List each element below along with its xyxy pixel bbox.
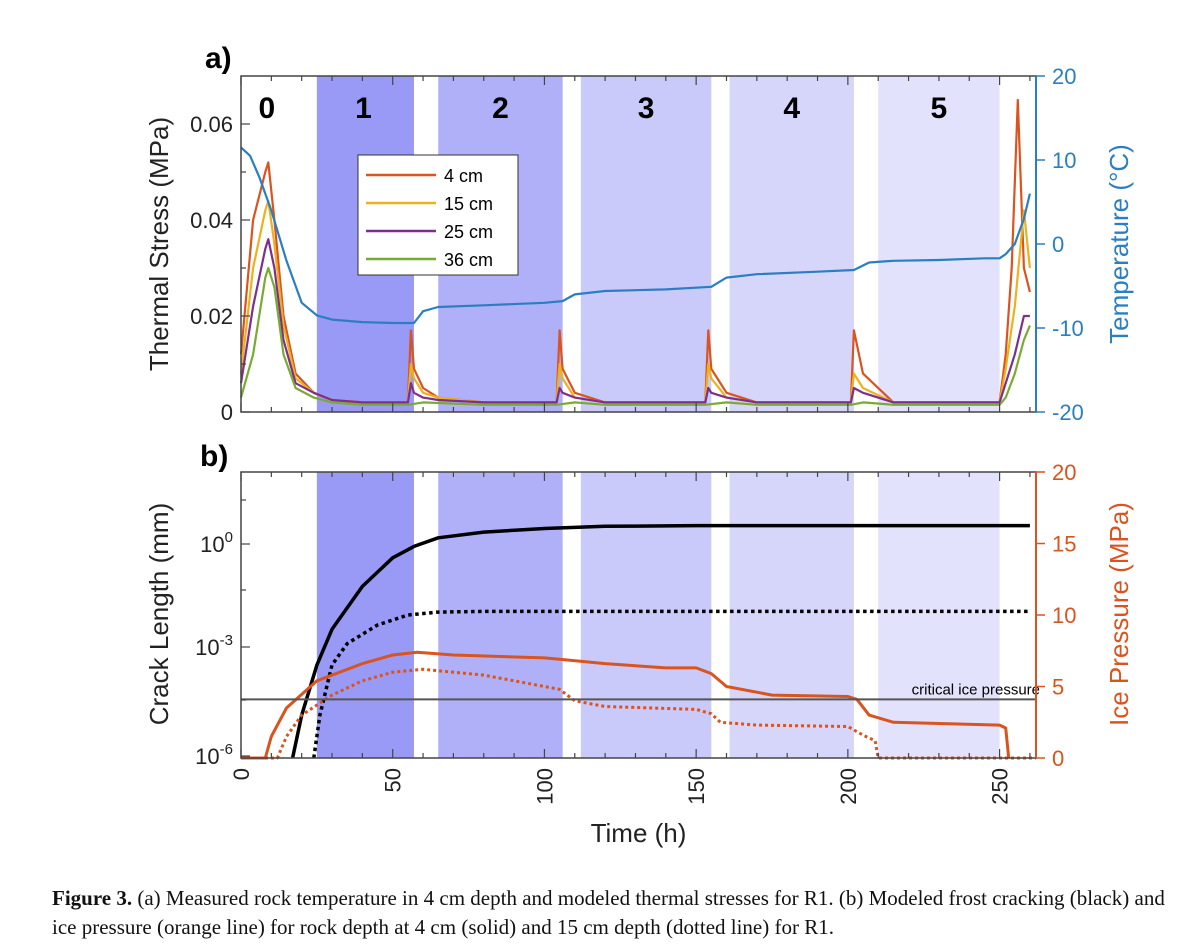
b-y2tick-label: 5 xyxy=(1052,675,1064,700)
stress-line-36cm xyxy=(239,266,1031,406)
legend: 4 cm 15 cm 25 cm 36 cm xyxy=(357,154,519,276)
stage-label-2: 2 xyxy=(492,92,509,125)
stage-label-1: 1 xyxy=(355,92,372,125)
axis-labels: a) b) Thermal Stress (MPa) Temperature (°C)… xyxy=(144,42,1134,848)
b-ytick-exponent: 0 xyxy=(225,529,233,546)
ice-pressure-dotted-line xyxy=(241,667,1036,760)
b-ytick-label: 10-6 xyxy=(195,741,233,769)
stage-label-0: 0 xyxy=(258,92,275,125)
b-ytick-label: 100 xyxy=(200,529,233,557)
panel-a-stage-bands: 0 1 2 3 4 5 xyxy=(258,76,1000,412)
b-y2tick-label: 0 xyxy=(1052,746,1064,771)
stress-line-25cm xyxy=(239,238,1030,404)
axes-ticks: 0 50 100 150 200 25000.020.040.06-20-10010201… xyxy=(190,64,1084,805)
stage-label-3: 3 xyxy=(638,92,655,125)
legend-label-0: 4 cm xyxy=(444,166,483,186)
legend-label-1: 15 cm xyxy=(444,194,493,214)
panel-b-stage-bands xyxy=(316,472,1000,758)
stage-band-b-3 xyxy=(580,472,712,758)
xtick-label-50: 50 xyxy=(381,768,406,792)
a-y2tick-label: -10 xyxy=(1052,316,1084,341)
figure-caption: Figure 3. (a) Measured rock temperature … xyxy=(52,884,1182,942)
critical-ice-pressure-label: critical ice pressure xyxy=(912,681,1040,698)
a-y2tick-label: 10 xyxy=(1052,148,1076,173)
xtick-label-0: 0 xyxy=(229,768,254,780)
stage-band-b-1 xyxy=(316,472,414,758)
crack-length-solid-line xyxy=(290,523,1030,759)
legend-box xyxy=(357,154,519,276)
panel-b-ylabel: Crack Length (mm) xyxy=(144,503,174,726)
xtick-label-200: 200 xyxy=(836,768,861,805)
stage-band-b-4 xyxy=(729,472,854,758)
b-ytick-exponent: -6 xyxy=(220,741,233,758)
legend-label-2: 25 cm xyxy=(444,222,493,242)
b-y2tick-label: 15 xyxy=(1052,532,1076,557)
stage-band-4 xyxy=(729,76,854,412)
crack-length-dotted-line xyxy=(312,609,1030,759)
panel-a-y2label: Temperature (°C) xyxy=(1104,144,1134,344)
stress-line-15cm xyxy=(239,199,1031,404)
xtick-label-150: 150 xyxy=(684,768,709,805)
b-y2tick-label: 20 xyxy=(1052,460,1076,485)
caption-text: (a) Measured rock temperature in 4 cm de… xyxy=(52,886,1165,939)
legend-label-3: 36 cm xyxy=(444,250,493,270)
ice-pressure-solid-line xyxy=(241,650,1011,760)
stage-band-b-5 xyxy=(878,472,1000,758)
b-ytick-base: 10 xyxy=(195,744,219,769)
a-y2tick-label: 20 xyxy=(1052,64,1076,89)
panel-b-label: b) xyxy=(200,440,228,473)
a-ytick-label: 0 xyxy=(221,400,233,425)
a-ytick-label: 0.04 xyxy=(190,208,233,233)
xtick-label-250: 250 xyxy=(988,768,1013,805)
panel-b-y2label: Ice Pressure (MPa) xyxy=(1104,502,1134,726)
xtick-label-100: 100 xyxy=(532,768,557,805)
stage-band-b-2 xyxy=(438,472,563,758)
a-ytick-label: 0.06 xyxy=(190,112,233,137)
stage-label-5: 5 xyxy=(931,92,948,125)
b-ytick-label: 10-3 xyxy=(195,632,233,660)
a-y2tick-label: 0 xyxy=(1052,232,1064,257)
b-ytick-base: 10 xyxy=(195,635,219,660)
stage-label-4: 4 xyxy=(783,92,800,125)
temperature-line xyxy=(240,146,1031,325)
panel-a-ylabel: Thermal Stress (MPa) xyxy=(144,117,174,371)
panel-b-lines: critical ice pressure xyxy=(241,523,1040,760)
caption-label: Figure 3. xyxy=(52,886,133,910)
a-ytick-label: 0.02 xyxy=(190,304,233,329)
panel-a-label: a) xyxy=(205,42,232,75)
xlabel: Time (h) xyxy=(591,818,687,848)
stage-band-3 xyxy=(580,76,712,412)
a-y2tick-label: -20 xyxy=(1052,400,1084,425)
stage-band-5 xyxy=(878,76,1000,412)
panel-a-lines xyxy=(239,98,1031,406)
b-ytick-exponent: -3 xyxy=(220,632,233,649)
b-y2tick-label: 10 xyxy=(1052,603,1076,628)
b-ytick-base: 10 xyxy=(200,532,224,557)
